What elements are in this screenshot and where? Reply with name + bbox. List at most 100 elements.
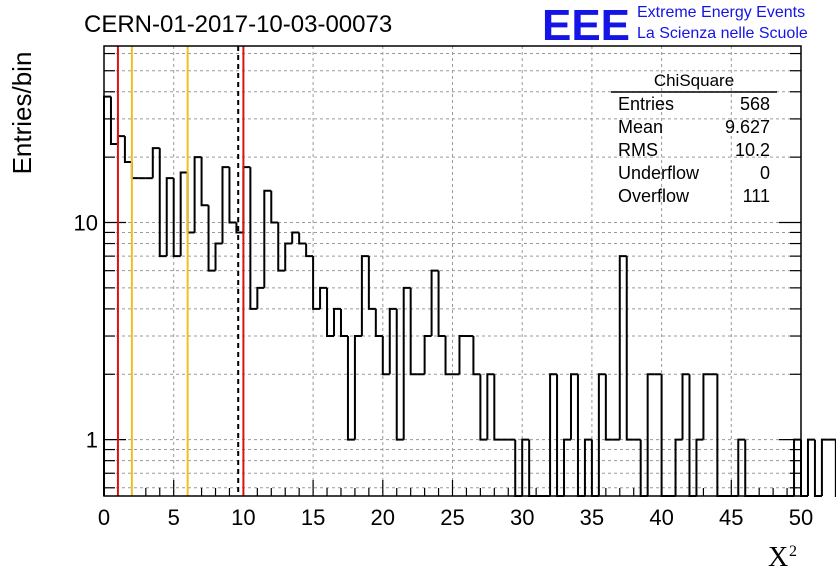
histogram-bin — [249, 167, 258, 310]
histogram-bin — [430, 269, 439, 337]
histogram-bin — [186, 172, 195, 234]
histogram-bin — [521, 438, 530, 496]
x-tick-label: 35 — [580, 505, 604, 530]
stats-box-title: ChiSquare — [654, 71, 734, 90]
histogram-bin — [381, 336, 390, 376]
histogram-bin — [437, 270, 446, 338]
x-axis-label: X 2 — [768, 542, 797, 572]
histogram-bin — [221, 166, 230, 244]
histogram-bin — [618, 255, 627, 440]
x-tick-label: 25 — [440, 505, 464, 530]
histogram-bin — [444, 336, 453, 376]
stats-value-overflow: 111 — [743, 186, 770, 206]
chart-title: CERN-01-2017-10-03-00073 — [84, 11, 392, 38]
histogram-bin — [305, 243, 314, 258]
histogram-bin — [284, 242, 293, 271]
histogram-bin — [214, 242, 223, 271]
histogram-bin — [123, 136, 132, 163]
x-tick-label: 30 — [510, 505, 534, 530]
stats-label-overflow: Overflow — [618, 186, 690, 206]
histogram-bin — [583, 438, 592, 496]
histogram-bin — [813, 439, 822, 497]
histogram-bin — [793, 438, 801, 496]
histogram-bin — [179, 171, 188, 257]
histogram-bin — [646, 373, 655, 496]
histogram-bin — [800, 439, 808, 497]
stats-label-underflow: Underflow — [618, 163, 700, 183]
reference-lines — [116, 46, 245, 496]
x-tick-labels: 0 5 10 15 20 25 30 35 40 45 50 — [98, 505, 813, 530]
x-tick-label: 40 — [649, 505, 673, 530]
histogram-bin — [109, 96, 118, 145]
histogram-bin — [207, 205, 216, 272]
logo-line-2: La Scienza nelle Scuole — [637, 25, 808, 42]
eee-logo: EEE Extreme Energy Events La Scienza nel… — [542, 1, 808, 50]
histogram-bin — [576, 374, 585, 497]
histogram-bin — [674, 438, 683, 496]
histogram-bin — [193, 156, 202, 233]
histogram-bin — [130, 161, 139, 180]
y-tick-labels: 1 10 — [74, 211, 98, 453]
histogram-bin — [200, 157, 209, 207]
stats-label-entries: Entries — [618, 94, 674, 114]
histogram-bin — [806, 438, 815, 496]
x-axis-label-superscript: 2 — [789, 543, 797, 560]
histogram-bin — [388, 307, 397, 375]
histogram-bin — [256, 286, 265, 309]
histogram-bin — [458, 335, 467, 375]
histogram-bin — [688, 374, 697, 497]
x-tick-label: 15 — [301, 505, 325, 530]
stats-value-underflow: 0 — [760, 163, 770, 183]
histogram-bin — [270, 190, 279, 224]
stats-box: ChiSquare Entries 568 Mean 9.627 RMS 10.… — [611, 71, 777, 206]
y-tick-label: 1 — [86, 428, 98, 453]
histogram-bin — [486, 373, 495, 440]
histogram-bin — [353, 335, 362, 440]
stats-box-rows: Entries 568 Mean 9.627 RMS 10.2 Underflo… — [618, 94, 770, 206]
histogram-bins — [103, 95, 836, 497]
histogram-bin — [472, 336, 481, 376]
histogram-bin — [409, 287, 418, 376]
histogram-bin — [298, 232, 307, 245]
histogram-bin — [569, 373, 578, 440]
stats-value-mean: 9.627 — [725, 117, 770, 137]
y-axis-label: Entries/bin — [7, 52, 37, 175]
histogram-bin — [228, 167, 237, 224]
histogram-bin — [277, 222, 286, 272]
histogram-bin — [625, 256, 634, 441]
x-tick-label: 20 — [371, 505, 395, 530]
histogram-bin — [235, 222, 244, 234]
histogram-bin — [165, 177, 174, 257]
histogram-bin — [402, 286, 411, 440]
histogram-bin — [172, 178, 181, 258]
histogram-bin — [374, 308, 383, 338]
histogram-bin — [116, 135, 125, 144]
histogram-bin — [103, 95, 111, 496]
x-tick-label: 50 — [789, 505, 813, 530]
histogram-bin — [702, 373, 711, 440]
x-axis-label-base: X — [768, 542, 788, 572]
histogram-bin — [263, 189, 272, 288]
histogram-bin — [737, 438, 746, 496]
x-tick-label: 5 — [168, 505, 180, 530]
stats-label-mean: Mean — [618, 117, 663, 137]
histogram-bin — [319, 286, 328, 309]
histogram-bin — [312, 256, 321, 310]
histogram-bin — [395, 308, 404, 441]
histogram-bin — [660, 374, 669, 497]
histogram-bin — [556, 374, 565, 497]
histogram-bin — [423, 335, 432, 375]
histogram-bin — [597, 373, 606, 496]
histogram-bin — [695, 438, 704, 496]
histogram-bin — [360, 255, 369, 337]
histogram-bin — [820, 438, 829, 496]
histogram-bin — [493, 374, 502, 441]
histogram-bin — [346, 336, 355, 441]
y-axis-ticks — [104, 52, 801, 489]
histogram-bin — [291, 231, 300, 244]
logo-mark: EEE — [542, 1, 630, 50]
plot-frame — [103, 45, 802, 497]
x-tick-label: 10 — [231, 505, 255, 530]
histogram-bin — [479, 374, 488, 441]
